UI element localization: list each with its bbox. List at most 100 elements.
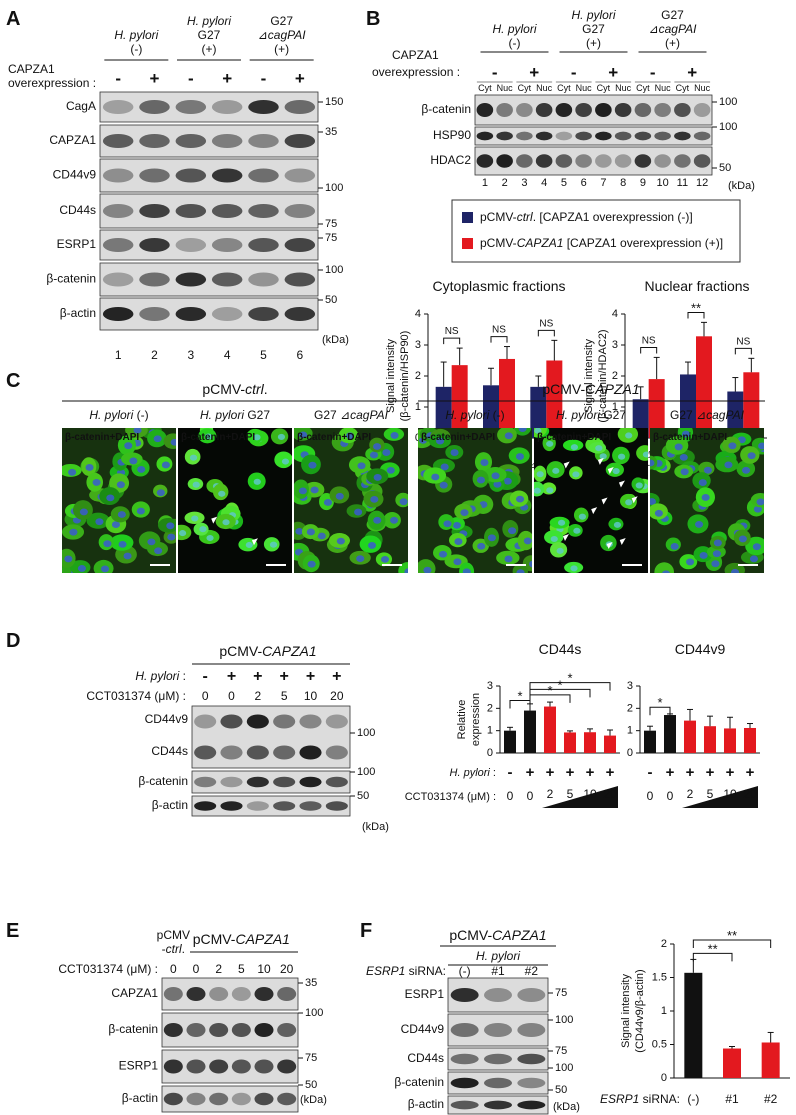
group-title: pCMV-CAPZA1 xyxy=(193,931,290,947)
nucleus xyxy=(518,428,527,432)
text-run: overexpression : xyxy=(372,65,460,79)
significance-label: * xyxy=(517,689,522,704)
text-run: β-catenin xyxy=(108,1022,158,1036)
nucleus xyxy=(154,547,163,555)
y-tick-label: 2 xyxy=(661,938,667,950)
bar xyxy=(604,735,616,753)
text-run: - xyxy=(508,764,513,781)
text-run: CagA xyxy=(66,99,96,113)
band xyxy=(273,801,296,811)
significance-bracket xyxy=(537,329,555,337)
nucleus xyxy=(436,437,445,445)
nucleus xyxy=(298,487,307,495)
sign: - xyxy=(492,63,498,82)
sign: + xyxy=(222,69,232,88)
lane-number: 4 xyxy=(541,177,547,189)
dose: 0 xyxy=(202,689,209,703)
blot-label: CAPZA1 xyxy=(111,986,158,1000)
text-run: 100 xyxy=(719,121,737,133)
y-tick-label: 3 xyxy=(415,339,421,351)
column-header: (-) xyxy=(509,36,521,50)
text-run: CAPZA1 xyxy=(585,381,639,397)
blot xyxy=(191,705,351,769)
lane-label: (-) xyxy=(459,964,471,978)
chart-title: CD44v9 xyxy=(675,641,726,657)
text-run: (+) xyxy=(274,42,289,56)
legend-entry: pCMV-CAPZA1 [CAPZA1 overexpression (+)] xyxy=(480,236,723,250)
y-tick-label: 1.5 xyxy=(652,971,667,983)
column-header: H. pylori xyxy=(187,14,231,28)
text-run: 10 xyxy=(657,177,669,189)
band xyxy=(595,131,612,141)
band xyxy=(102,307,134,321)
x-row-label: H. pylori : xyxy=(450,767,496,779)
blot xyxy=(161,1049,299,1084)
panel-label: B xyxy=(366,8,380,30)
band xyxy=(246,776,269,788)
band xyxy=(299,745,322,760)
blot-label: CD44v9 xyxy=(145,712,189,726)
nucleus xyxy=(731,568,740,573)
band xyxy=(102,238,134,252)
band xyxy=(277,987,297,1001)
band xyxy=(517,988,546,1002)
blot-label: ESRP1 xyxy=(57,237,97,251)
blot-label: CD44v9 xyxy=(53,168,97,182)
nucleus xyxy=(443,520,452,528)
band xyxy=(231,1092,251,1106)
significance-bracket xyxy=(692,952,733,962)
group-title: H. pylori xyxy=(476,949,520,963)
size-marker: 100 xyxy=(325,264,343,276)
band xyxy=(273,714,296,729)
text-run: (-) xyxy=(644,460,653,470)
nucleus xyxy=(269,541,278,548)
nucleus xyxy=(161,461,170,469)
nucleus xyxy=(528,560,532,568)
nucleus xyxy=(625,432,633,439)
blot xyxy=(474,94,713,126)
cell xyxy=(654,562,675,573)
unit: (kDa) xyxy=(553,1101,580,1113)
text-run: 3 xyxy=(521,177,527,189)
text-run: + xyxy=(608,63,618,82)
text-run: 2 xyxy=(215,962,222,976)
text-run: siRNA: xyxy=(405,964,446,978)
column-header: ⊿cagPAI xyxy=(649,22,698,36)
text-run: β-actin xyxy=(122,1091,158,1105)
arrowhead xyxy=(631,496,638,504)
text-run: CD44v9 xyxy=(53,168,97,182)
text-run: Nuc xyxy=(536,83,553,93)
nucleus xyxy=(654,509,663,517)
text-run: Nuclear fractions xyxy=(644,278,749,294)
dose: 5 xyxy=(281,689,288,703)
sign: + xyxy=(306,668,315,685)
text-run: G27 ⊿ xyxy=(314,408,350,422)
blot xyxy=(99,229,319,261)
text-run: 0 xyxy=(415,432,421,444)
band xyxy=(211,307,243,321)
y-tick-label: 3 xyxy=(487,680,493,692)
band xyxy=(450,1100,479,1110)
text-run: + xyxy=(150,69,160,88)
nucleus xyxy=(556,547,564,554)
text-run: pCMV- xyxy=(480,236,517,250)
significance-bracket xyxy=(687,311,705,319)
nucleus xyxy=(454,538,463,545)
text-run: 100 xyxy=(357,727,375,739)
band xyxy=(535,154,553,168)
bar xyxy=(704,726,716,753)
arrowhead xyxy=(597,457,604,465)
band xyxy=(476,154,494,168)
nucleus xyxy=(100,565,110,573)
band xyxy=(139,272,170,287)
text-run: β-catenin xyxy=(138,774,188,788)
text-run: 10 xyxy=(723,787,737,801)
text-run: 4 xyxy=(224,348,231,362)
nucleus xyxy=(367,541,377,549)
text-run: . [CAPZA1 overexpression (-)] xyxy=(533,210,693,224)
nucleus xyxy=(106,494,115,502)
text-run: CCT031374 (μM) : xyxy=(86,689,186,703)
text-run: β-catenin xyxy=(421,102,471,116)
bar xyxy=(744,727,756,753)
dose: 5 xyxy=(238,962,245,976)
